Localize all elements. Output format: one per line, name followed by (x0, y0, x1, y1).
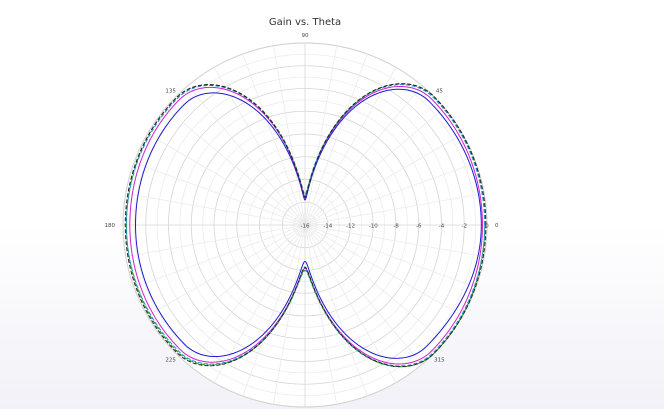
radial-tick-label: -2 (462, 224, 467, 230)
angular-tick-label: 0 (495, 223, 499, 229)
angular-tick-label: 90 (302, 33, 309, 39)
radial-tick-label: -12 (346, 224, 355, 230)
radial-tick-label: -14 (323, 224, 332, 230)
radial-tick-label: -10 (369, 224, 378, 230)
angular-tick-label: 315 (434, 357, 445, 363)
angular-tick-label: 135 (165, 89, 176, 95)
angular-tick-label: 180 (105, 223, 116, 229)
angular-tick-label: 225 (165, 357, 176, 363)
chart-title: Gain vs. Theta (0, 17, 610, 28)
radial-tick-label: -16 (301, 224, 310, 230)
radial-tick-label: -6 (416, 224, 422, 230)
radial-tick-label: -4 (439, 224, 445, 230)
angular-tick-label: 45 (436, 89, 443, 95)
radial-tick-label: -8 (393, 224, 399, 230)
radial-tick-label: 0 (485, 224, 489, 230)
